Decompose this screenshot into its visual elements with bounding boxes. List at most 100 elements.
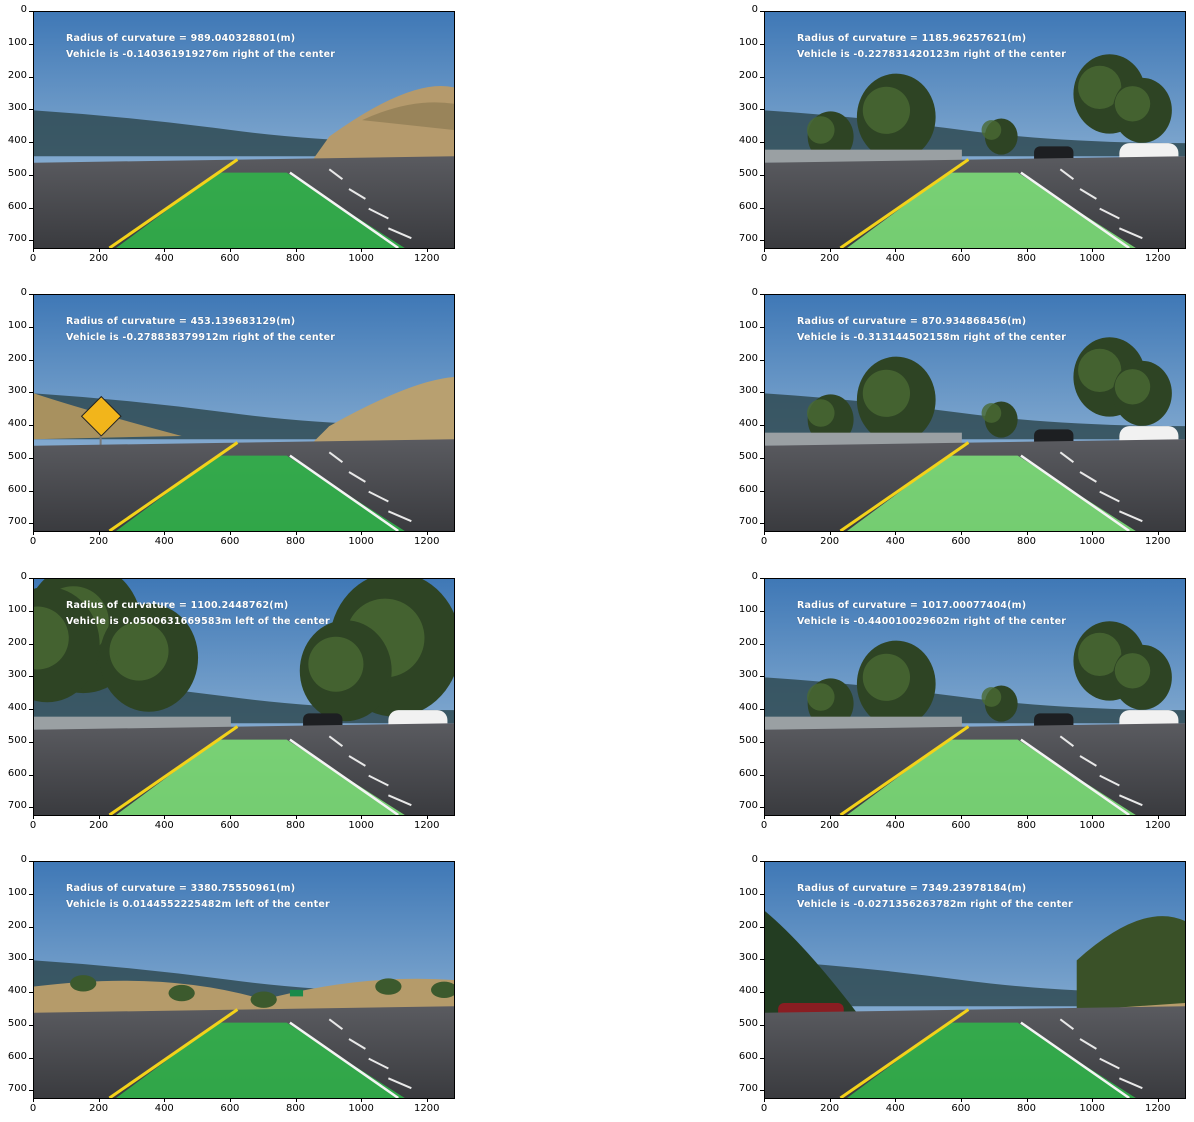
y-tick-label: 400 bbox=[738, 418, 758, 430]
x-tick-mark bbox=[295, 1098, 297, 1102]
y-tick-label: 200 bbox=[738, 352, 758, 364]
x-tick-label: 1200 bbox=[414, 1103, 440, 1114]
x-tick-mark bbox=[164, 1098, 166, 1102]
vehicle-offset-overlay-text: Vehicle is 0.0144552225482m left of the … bbox=[66, 899, 330, 910]
y-tick-label: 200 bbox=[738, 636, 758, 648]
y-tick-label: 400 bbox=[738, 702, 758, 714]
vehicle-offset-overlay-text: Vehicle is -0.0271356263782m right of th… bbox=[797, 899, 1073, 910]
y-tick-label: 700 bbox=[7, 800, 27, 812]
y-tick-mark bbox=[29, 76, 33, 78]
y-tick-mark bbox=[29, 109, 33, 111]
y-tick-mark bbox=[29, 207, 33, 209]
y-tick-label: 400 bbox=[738, 135, 758, 147]
x-tick-mark bbox=[98, 531, 100, 535]
y-tick-label: 0 bbox=[20, 854, 27, 865]
y-tick-label: 100 bbox=[738, 603, 758, 615]
y-tick-label: 200 bbox=[7, 69, 27, 81]
x-tick-mark bbox=[426, 815, 428, 819]
y-tick-label: 400 bbox=[7, 985, 27, 997]
y-tick-mark bbox=[760, 1090, 764, 1092]
x-tick-label: 1000 bbox=[1079, 1103, 1105, 1114]
y-tick-mark bbox=[760, 11, 764, 12]
y-tick-label: 100 bbox=[7, 603, 27, 615]
x-tick-label: 1000 bbox=[348, 253, 374, 264]
y-tick-label: 600 bbox=[7, 1050, 27, 1062]
x-tick-mark bbox=[229, 815, 231, 819]
y-tick-mark bbox=[760, 425, 764, 427]
x-tick-label: 600 bbox=[220, 536, 240, 547]
y-tick-label: 400 bbox=[738, 985, 758, 997]
x-tick-label: 400 bbox=[154, 536, 174, 547]
road-image-frame: Radius of curvature = 1017.00077404(m) Ve… bbox=[764, 578, 1186, 816]
y-tick-label: 700 bbox=[7, 233, 27, 245]
x-tick-mark bbox=[1157, 1098, 1159, 1102]
vehicle-offset-overlay-text: Vehicle is -0.313144502158m right of the… bbox=[797, 332, 1067, 343]
y-tick-mark bbox=[760, 1024, 764, 1026]
y-tick-label: 700 bbox=[738, 516, 758, 528]
y-tick-mark bbox=[29, 709, 33, 711]
x-tick-label: 200 bbox=[820, 1103, 840, 1114]
x-tick-label: 800 bbox=[1016, 820, 1037, 831]
y-tick-mark bbox=[29, 861, 33, 862]
y-tick-label: 100 bbox=[738, 886, 758, 898]
curvature-overlay-text: Radius of curvature = 7349.23978184(m) bbox=[797, 883, 1027, 894]
x-tick-label: 1200 bbox=[414, 253, 440, 264]
x-tick-label: 1200 bbox=[1145, 253, 1171, 264]
y-tick-mark bbox=[760, 893, 764, 895]
road-image-frame: Radius of curvature = 1100.2448762(m) Veh… bbox=[33, 578, 455, 816]
y-tick-mark bbox=[760, 643, 764, 645]
y-tick-label: 400 bbox=[7, 418, 27, 430]
y-tick-mark bbox=[29, 610, 33, 612]
y-tick-mark bbox=[29, 676, 33, 678]
y-tick-mark bbox=[29, 523, 33, 525]
x-tick-label: 800 bbox=[285, 253, 306, 264]
x-tick-mark bbox=[295, 531, 297, 535]
y-tick-mark bbox=[29, 926, 33, 928]
x-tick-mark bbox=[98, 248, 100, 252]
x-tick-mark bbox=[960, 1098, 962, 1102]
vehicle-offset-overlay-text: Vehicle is 0.0500631669583m left of the … bbox=[66, 616, 330, 627]
y-tick-mark bbox=[29, 294, 33, 295]
y-tick-mark bbox=[29, 392, 33, 394]
x-tick-mark bbox=[164, 531, 166, 535]
x-tick-label: 0 bbox=[29, 820, 37, 831]
y-tick-mark bbox=[29, 1090, 33, 1092]
x-tick-label: 400 bbox=[154, 820, 174, 831]
x-tick-mark bbox=[829, 248, 831, 252]
x-tick-label: 200 bbox=[89, 1103, 109, 1114]
y-tick-mark bbox=[760, 490, 764, 492]
y-tick-mark bbox=[760, 326, 764, 328]
y-tick-label: 100 bbox=[7, 319, 27, 331]
x-tick-mark bbox=[426, 1098, 428, 1102]
y-tick-label: 600 bbox=[738, 767, 758, 779]
y-tick-label: 500 bbox=[738, 734, 758, 746]
y-tick-mark bbox=[760, 207, 764, 209]
x-tick-mark bbox=[229, 1098, 231, 1102]
x-tick-mark bbox=[164, 815, 166, 819]
x-tick-mark bbox=[829, 1098, 831, 1102]
x-tick-mark bbox=[33, 531, 34, 535]
vehicle-offset-overlay-text: Vehicle is -0.140361919276m right of the… bbox=[66, 49, 336, 60]
x-tick-label: 0 bbox=[29, 536, 37, 547]
y-tick-label: 500 bbox=[7, 1017, 27, 1029]
y-tick-mark bbox=[760, 709, 764, 711]
y-tick-label: 100 bbox=[7, 886, 27, 898]
x-tick-label: 400 bbox=[885, 1103, 905, 1114]
y-tick-label: 100 bbox=[738, 36, 758, 48]
x-tick-label: 1200 bbox=[414, 820, 440, 831]
x-tick-mark bbox=[295, 248, 297, 252]
y-tick-mark bbox=[29, 741, 33, 743]
x-tick-label: 1000 bbox=[1079, 536, 1105, 547]
y-tick-mark bbox=[29, 959, 33, 961]
x-tick-mark bbox=[426, 531, 428, 535]
x-tick-mark bbox=[33, 1098, 34, 1102]
y-tick-label: 200 bbox=[7, 636, 27, 648]
x-tick-mark bbox=[295, 815, 297, 819]
y-tick-label: 700 bbox=[7, 516, 27, 528]
x-tick-mark bbox=[33, 815, 34, 819]
y-tick-mark bbox=[760, 43, 764, 45]
y-tick-label: 700 bbox=[738, 800, 758, 812]
x-tick-mark bbox=[426, 248, 428, 252]
x-tick-mark bbox=[1092, 248, 1094, 252]
y-tick-mark bbox=[760, 807, 764, 809]
